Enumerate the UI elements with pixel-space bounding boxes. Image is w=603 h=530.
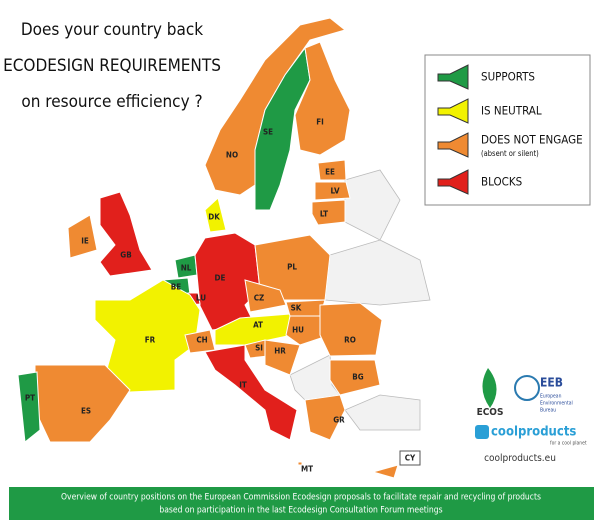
eeb-sub: Environmental xyxy=(540,401,573,407)
country xyxy=(264,339,301,376)
title-line: ECODESIGN REQUIREMENTS xyxy=(3,56,221,76)
country-code: BG xyxy=(352,373,363,382)
legend-label: IS NEUTRAL xyxy=(481,104,542,118)
country-code: EE xyxy=(325,168,335,177)
countries xyxy=(17,17,399,479)
country xyxy=(311,199,346,226)
country-code: SI xyxy=(255,344,263,353)
country xyxy=(204,344,298,441)
country-code: IE xyxy=(81,237,89,246)
title: Does your country back ECODESIGN REQUIRE… xyxy=(3,20,221,112)
country-code: FI xyxy=(316,118,324,127)
title-line: Does your country back xyxy=(21,20,203,40)
country-code: CH xyxy=(196,336,207,345)
country-code: AT xyxy=(253,321,263,330)
country-code: HU xyxy=(292,326,304,335)
cp-icon xyxy=(475,425,489,439)
legend-label: DOES NOT ENGAGE xyxy=(481,133,583,147)
logos: ECOS EEB European Environmental Bureau c… xyxy=(475,368,587,464)
ecos-logo: ECOS xyxy=(477,407,504,418)
country xyxy=(94,279,201,393)
country xyxy=(244,279,287,313)
legend-sublabel: (absent or silent) xyxy=(481,149,539,158)
coolproducts-logo: coolproducts xyxy=(491,425,576,440)
country xyxy=(194,232,261,331)
country xyxy=(317,159,347,181)
country xyxy=(329,359,381,396)
country-code: GR xyxy=(333,416,345,425)
legend: SUPPORTS IS NEUTRAL DOES NOT ENGAGE (absent… xyxy=(437,64,583,195)
legend-icon xyxy=(437,98,469,124)
country-code: GB xyxy=(120,251,131,260)
country-code: DE xyxy=(215,274,226,283)
eeb-sub: Bureau xyxy=(540,408,556,414)
footer-line: based on participation in the last Ecode… xyxy=(159,506,442,516)
land xyxy=(344,394,421,431)
other-land xyxy=(289,169,431,431)
country xyxy=(294,41,351,156)
country xyxy=(67,214,98,259)
country xyxy=(254,46,311,211)
country-code: BE xyxy=(171,283,181,292)
country-code: LT xyxy=(320,210,328,219)
country-code: MT xyxy=(301,465,313,474)
country xyxy=(204,17,347,196)
country-code: NL xyxy=(181,264,192,273)
country-code: SK xyxy=(291,304,302,313)
footer-bar xyxy=(9,487,594,520)
country xyxy=(204,197,227,233)
legend-icon xyxy=(437,169,469,195)
country xyxy=(297,461,303,466)
country xyxy=(304,394,346,441)
country-code: DK xyxy=(208,213,220,222)
label-box xyxy=(399,450,421,466)
country-code: FR xyxy=(145,336,156,345)
eeb-logo: EEB xyxy=(540,376,563,390)
country-code: PT xyxy=(25,394,35,403)
country-code: HR xyxy=(274,347,286,356)
country-code: RO xyxy=(344,336,356,345)
country-code: ES xyxy=(81,407,91,416)
coolproducts-sub: for a cool planet xyxy=(550,441,587,447)
country-code: LU xyxy=(196,294,206,303)
eeb-ring xyxy=(514,375,540,401)
country xyxy=(371,464,399,479)
country xyxy=(285,315,331,346)
eeb-sub: European xyxy=(540,394,562,400)
country-code: LV xyxy=(330,187,339,196)
legend-label: BLOCKS xyxy=(481,175,522,189)
ecos-leaf xyxy=(482,368,497,408)
country-code: NO xyxy=(226,151,238,160)
country xyxy=(314,181,351,201)
country-code: SE xyxy=(263,128,273,137)
title-line: on resource efficiency ? xyxy=(21,92,202,112)
country-code: CZ xyxy=(254,294,265,303)
country xyxy=(17,371,41,443)
country xyxy=(99,191,153,277)
labels: NO SE FI EE LV LT DK IE GB NL BE DE LU FR CH AT IT PL CZ SK… xyxy=(25,118,421,474)
country-code: IT xyxy=(239,381,247,390)
country xyxy=(319,302,383,357)
legend-icon xyxy=(437,64,469,90)
url: coolproducts.eu xyxy=(484,453,556,464)
legend-label: SUPPORTS xyxy=(481,70,535,84)
footer-line: Overview of country positions on the Eur… xyxy=(61,493,541,503)
country-code: CY xyxy=(405,454,416,463)
legend-icon xyxy=(437,132,469,158)
country-code: PL xyxy=(287,263,297,272)
